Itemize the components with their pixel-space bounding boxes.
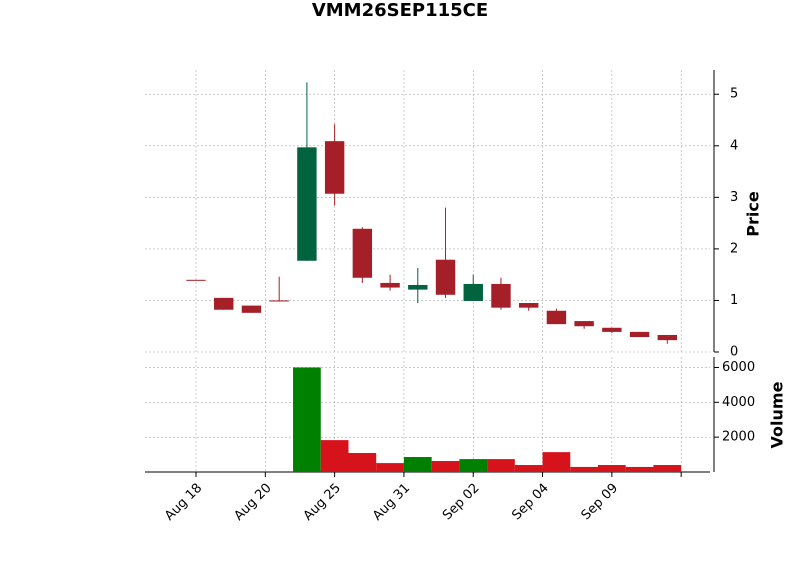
volume-bar — [320, 440, 349, 472]
volume-bar — [431, 461, 460, 472]
x-tick-label: Aug 31 — [370, 481, 413, 524]
volume-bar — [542, 452, 571, 472]
volume-label: Volume — [768, 381, 787, 448]
y-tick-label: 2 — [730, 241, 738, 256]
candle-body — [241, 305, 262, 313]
candle-body — [546, 310, 567, 325]
volume-tick-label: 4000 — [722, 395, 755, 410]
y-tick-label: 5 — [730, 87, 738, 102]
x-tick-label: Aug 20 — [231, 481, 274, 524]
volume-tick-label: 2000 — [722, 430, 755, 445]
x-tick-label: Sep 02 — [440, 481, 483, 524]
volume-bar — [570, 466, 598, 472]
x-tick-label: Aug 25 — [301, 481, 344, 524]
volume-bar — [514, 465, 543, 472]
volume-bar — [403, 457, 432, 472]
y-tick-label: 3 — [730, 190, 738, 205]
y-tick-label: 4 — [730, 138, 738, 153]
candle-body — [491, 283, 511, 308]
candle-body — [657, 334, 678, 341]
candle-body — [518, 303, 539, 308]
x-tick-label: Sep 09 — [579, 481, 622, 524]
candle-body — [297, 147, 317, 261]
candle-body — [186, 279, 206, 281]
y-tick-label: 1 — [730, 293, 738, 308]
candle-body — [269, 300, 289, 302]
candle-body — [352, 228, 373, 278]
x-tick-label: Sep 04 — [509, 481, 552, 524]
volume-bar — [625, 466, 654, 472]
candle-body — [214, 297, 234, 310]
volume-bar — [597, 465, 626, 472]
volume-bar — [376, 463, 404, 472]
x-tick-label: Aug 18 — [162, 481, 205, 524]
candle-body — [408, 284, 428, 290]
candle-body — [602, 327, 622, 332]
candle-body — [324, 141, 345, 194]
volume-bar — [293, 367, 321, 472]
candle-body — [629, 331, 650, 338]
volume-bar — [653, 465, 682, 472]
y-label: Price — [744, 191, 763, 237]
candle-body — [463, 283, 483, 301]
chart-title: VMM26SEP115CE — [312, 0, 488, 21]
volume-tick-label: 6000 — [722, 360, 755, 375]
volume-bar — [487, 459, 515, 472]
candle-body — [574, 321, 594, 327]
volume-bar — [459, 459, 488, 472]
y-tick-label: 0 — [730, 345, 738, 360]
candle-body — [435, 259, 456, 295]
candle-body — [380, 282, 400, 288]
volume-bar — [348, 453, 377, 472]
